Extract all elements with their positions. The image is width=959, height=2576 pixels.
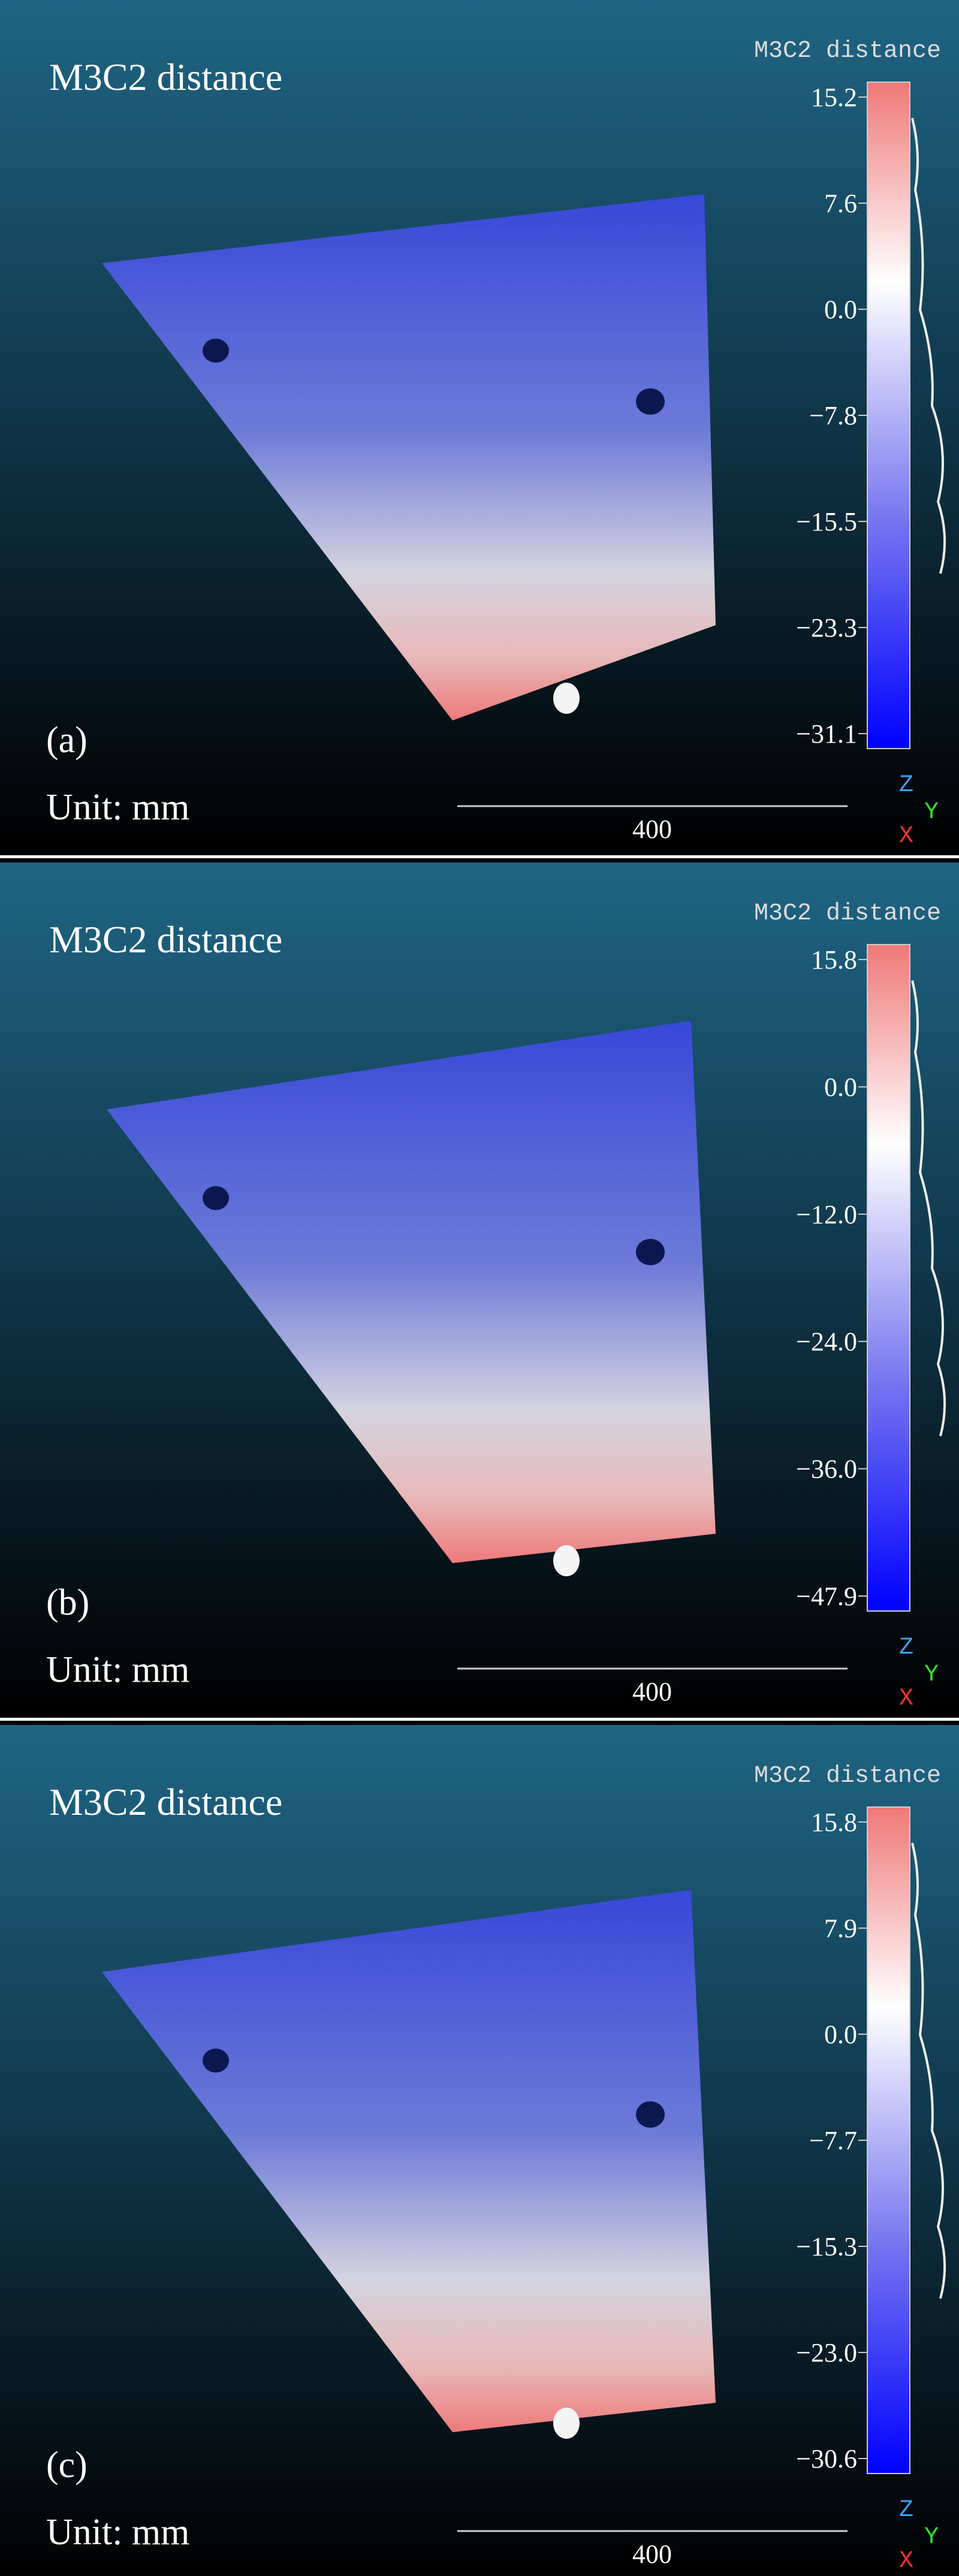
panel-label: (c) (46, 2445, 88, 2485)
colorbar-tick-label: 15.8 (811, 1808, 857, 1837)
colorbar-tick-label: −47.9 (796, 1582, 857, 1611)
point-cloud (102, 1890, 716, 2432)
colorbar-tick-label: 0.0 (824, 2020, 857, 2049)
colorbar-tick-label: −7.8 (809, 401, 857, 430)
colorbar-tick-label: −23.0 (796, 2338, 857, 2367)
colorbar-tick-label: −12.0 (796, 1200, 857, 1229)
histogram (911, 117, 946, 574)
panel-title: M3C2 distance (49, 56, 282, 98)
axis-indicator: Z (899, 1634, 913, 1661)
colorbar-tick-label: −31.1 (796, 719, 857, 749)
colorbar (867, 82, 910, 749)
hole (636, 388, 665, 415)
axis-indicator: Y (924, 1661, 939, 1688)
colorbar-tick-label: 0.0 (824, 1072, 857, 1102)
colorbar (867, 1806, 910, 2474)
histogram (911, 1842, 946, 2299)
hole (203, 339, 229, 363)
histogram (911, 980, 946, 1437)
scale-bar-label: 400 (632, 1677, 672, 1706)
colorbar-tick-label: −15.3 (796, 2232, 857, 2261)
colorbar-tick-label: −36.0 (796, 1455, 857, 1484)
axis-indicator: X (899, 823, 913, 850)
separator-line (0, 1718, 959, 1721)
colorbar-tick-label: −23.3 (796, 613, 857, 643)
colorbar-tick-label: −30.6 (796, 2444, 857, 2474)
colorbar-tick-label: 7.9 (824, 1914, 857, 1943)
colorbar-tick-label: 7.6 (824, 189, 857, 218)
axis-indicator: Y (924, 799, 939, 826)
panel-label: (b) (46, 1582, 89, 1623)
colorbar-tick-label: −24.0 (796, 1327, 857, 1356)
colorbar-tick-label: −15.5 (796, 507, 857, 536)
colorbar-title: M3C2 distance (754, 38, 941, 65)
axis-indicator: X (899, 2548, 913, 2575)
axis-indicator: X (899, 1685, 913, 1712)
unit-label: Unit: mm (46, 1649, 189, 1690)
bump (553, 1545, 580, 1576)
colorbar-title: M3C2 distance (754, 900, 941, 927)
axis-indicator: Y (924, 2524, 939, 2551)
unit-label: Unit: mm (46, 787, 189, 828)
colorbar-tick-label: 0.0 (824, 295, 857, 324)
panel-label: (a) (46, 720, 88, 761)
axis-indicator: Z (899, 2497, 913, 2524)
panel-title: M3C2 distance (49, 1781, 282, 1823)
unit-label: Unit: mm (46, 2512, 189, 2553)
colorbar-title: M3C2 distance (754, 1763, 941, 1790)
point-cloud (102, 194, 716, 720)
colorbar-tick-label: 15.8 (811, 945, 857, 975)
scale-bar-label: 400 (632, 2539, 672, 2569)
hole (636, 2101, 665, 2128)
colorbar (867, 944, 910, 1612)
colorbar-tick-label: −7.7 (809, 2126, 857, 2155)
hole (203, 1186, 229, 1210)
separator-line (0, 855, 959, 858)
bump (553, 2408, 580, 2439)
axis-indicator: Z (899, 772, 913, 799)
bump (553, 683, 580, 714)
scale-bar-label: 400 (632, 815, 672, 844)
panel-title: M3C2 distance (49, 918, 282, 961)
hole (636, 1239, 665, 1265)
colorbar-tick-label: 15.2 (811, 83, 857, 112)
point-cloud (107, 1021, 716, 1563)
hole (203, 2049, 229, 2073)
